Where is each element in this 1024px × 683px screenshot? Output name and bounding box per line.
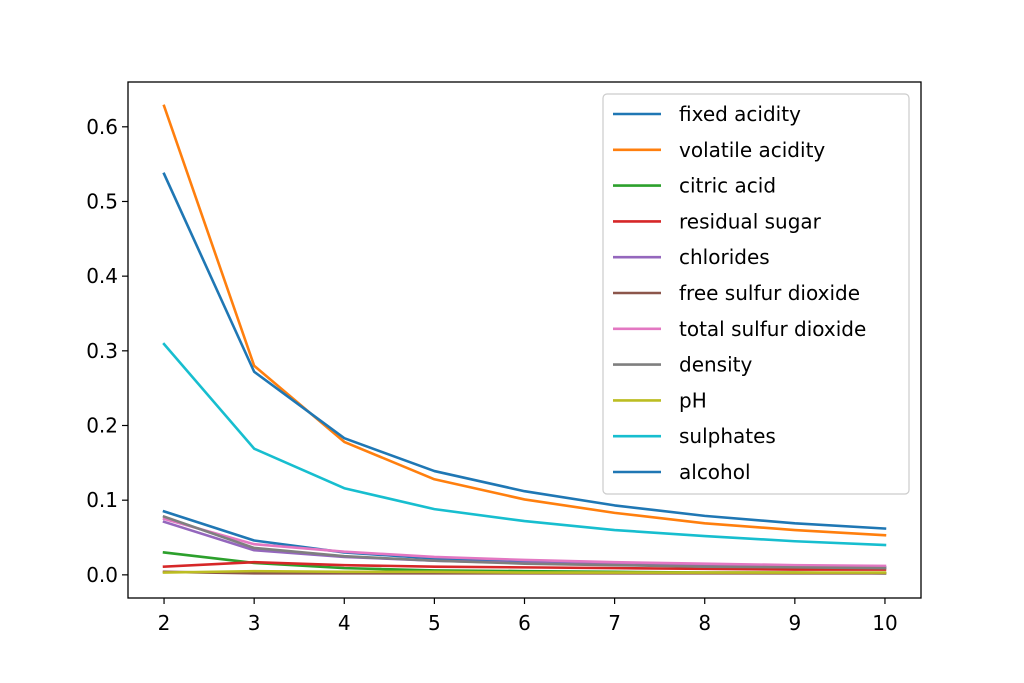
plot-frame — [127, 81, 922, 599]
x-tick-label: 8 — [698, 611, 711, 635]
legend-label-chlorides: chlorides — [679, 245, 770, 269]
series-line-volatile-acidity — [162, 104, 887, 537]
legend-label-residual-sugar: residual sugar — [679, 209, 822, 233]
y-tick-label: 0.1 — [86, 488, 118, 512]
legend-label-density: density — [679, 353, 752, 377]
legend-label-free-sulfur-dioxide: free sulfur dioxide — [679, 281, 860, 305]
y-tick-label: 0.2 — [86, 414, 118, 438]
x-tick-label: 7 — [608, 611, 621, 635]
x-tick-label: 4 — [338, 611, 351, 635]
legend-label-sulphates: sulphates — [679, 424, 776, 448]
y-axis: 0.0 0.1 0.2 0.3 0.4 0.5 0.6 — [86, 115, 128, 587]
x-tick-label: 6 — [518, 611, 531, 635]
x-tick-label: 2 — [158, 611, 171, 635]
y-tick-label: 0.4 — [86, 264, 118, 288]
legend-label-fixed-acidity: fixed acidity — [679, 102, 801, 126]
series-line-alcohol — [162, 172, 887, 530]
legend-label-citric-acid: citric acid — [679, 174, 776, 198]
legend-box — [602, 93, 910, 495]
legend: fixed acidity volatile acidity citric acid… — [602, 93, 910, 495]
series-line-total-sulfur-dioxide — [162, 517, 887, 568]
series-group — [162, 104, 887, 575]
y-tick-label: 0.0 — [86, 563, 118, 587]
y-tick-label: 0.6 — [86, 115, 118, 139]
legend-label-alcohol: alcohol — [679, 460, 751, 484]
series-line-residual-sugar — [162, 560, 887, 571]
series-line-sulphates — [162, 342, 887, 547]
x-tick-label: 5 — [428, 611, 441, 635]
series-line-ph — [162, 569, 887, 574]
x-tick-label: 9 — [788, 611, 801, 635]
legend-label-volatile-acidity: volatile acidity — [679, 138, 825, 162]
y-tick-label: 0.3 — [86, 339, 118, 363]
y-tick-label: 0.5 — [86, 189, 118, 213]
x-tick-label: 10 — [872, 611, 897, 635]
legend-label-ph: pH — [679, 388, 707, 412]
legend-label-total-sulfur-dioxide: total sulfur dioxide — [679, 317, 866, 341]
x-tick-label: 3 — [248, 611, 261, 635]
series-line-density — [162, 514, 887, 570]
x-axis: 2 3 4 5 6 7 8 9 10 — [158, 598, 898, 635]
